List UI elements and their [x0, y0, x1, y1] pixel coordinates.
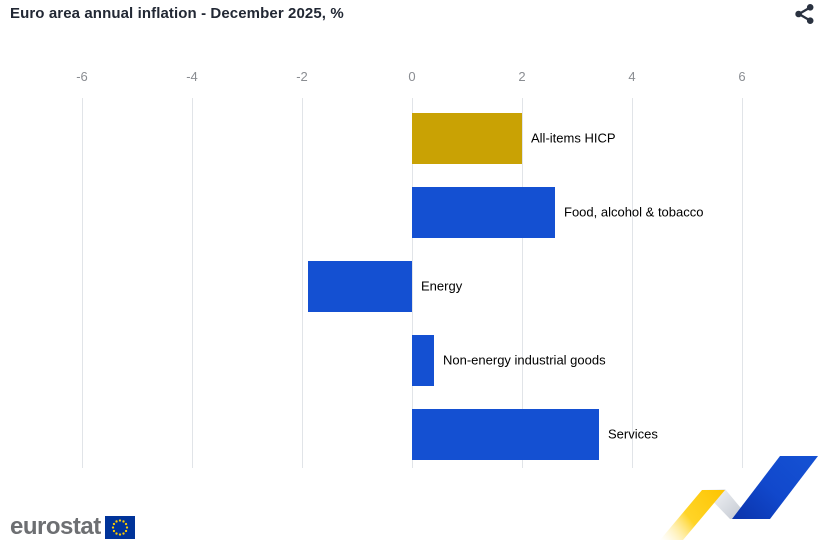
- gridline: [82, 98, 83, 468]
- gridline: [522, 98, 523, 468]
- gridline: [302, 98, 303, 468]
- bar-label-all-items-hicp: All-items HICP: [531, 130, 616, 146]
- bar-label-non-energy-industrial-goods: Non-energy industrial goods: [443, 352, 606, 368]
- bar-label-services: Services: [608, 426, 658, 442]
- x-tick-label: 6: [738, 69, 746, 84]
- bar-non-energy-industrial-goods[interactable]: [412, 334, 434, 386]
- gridline: [742, 98, 743, 468]
- bar-label-food-alcohol-tobacco: Food, alcohol & tobacco: [564, 204, 704, 220]
- x-tick-label: -2: [296, 69, 308, 84]
- eurostat-logo: eurostat: [10, 514, 135, 540]
- x-tick-label: 2: [518, 69, 526, 84]
- x-tick-label: -6: [76, 69, 88, 84]
- bar-food-alcohol-tobacco[interactable]: [412, 186, 555, 238]
- x-tick-label: 4: [628, 69, 636, 84]
- eurostat-ribbon-graphic: [660, 456, 818, 540]
- eu-flag-icon: [104, 515, 135, 539]
- bar-label-energy: Energy: [421, 278, 463, 294]
- x-tick-label: -4: [186, 69, 198, 84]
- eu-flag-stars: [111, 518, 128, 536]
- bar-energy[interactable]: [307, 260, 412, 312]
- eurostat-logo-text: eurostat: [10, 513, 101, 540]
- share-button[interactable]: [792, 2, 818, 28]
- bar-services[interactable]: [412, 408, 599, 460]
- bar-all-items-hicp[interactable]: [412, 112, 522, 164]
- chart-title: Euro area annual inflation - December 20…: [10, 5, 344, 22]
- x-tick-label: 0: [408, 69, 416, 84]
- share-icon: [795, 4, 814, 24]
- gridline: [412, 98, 413, 468]
- gridline: [192, 98, 193, 468]
- gridline: [632, 98, 633, 468]
